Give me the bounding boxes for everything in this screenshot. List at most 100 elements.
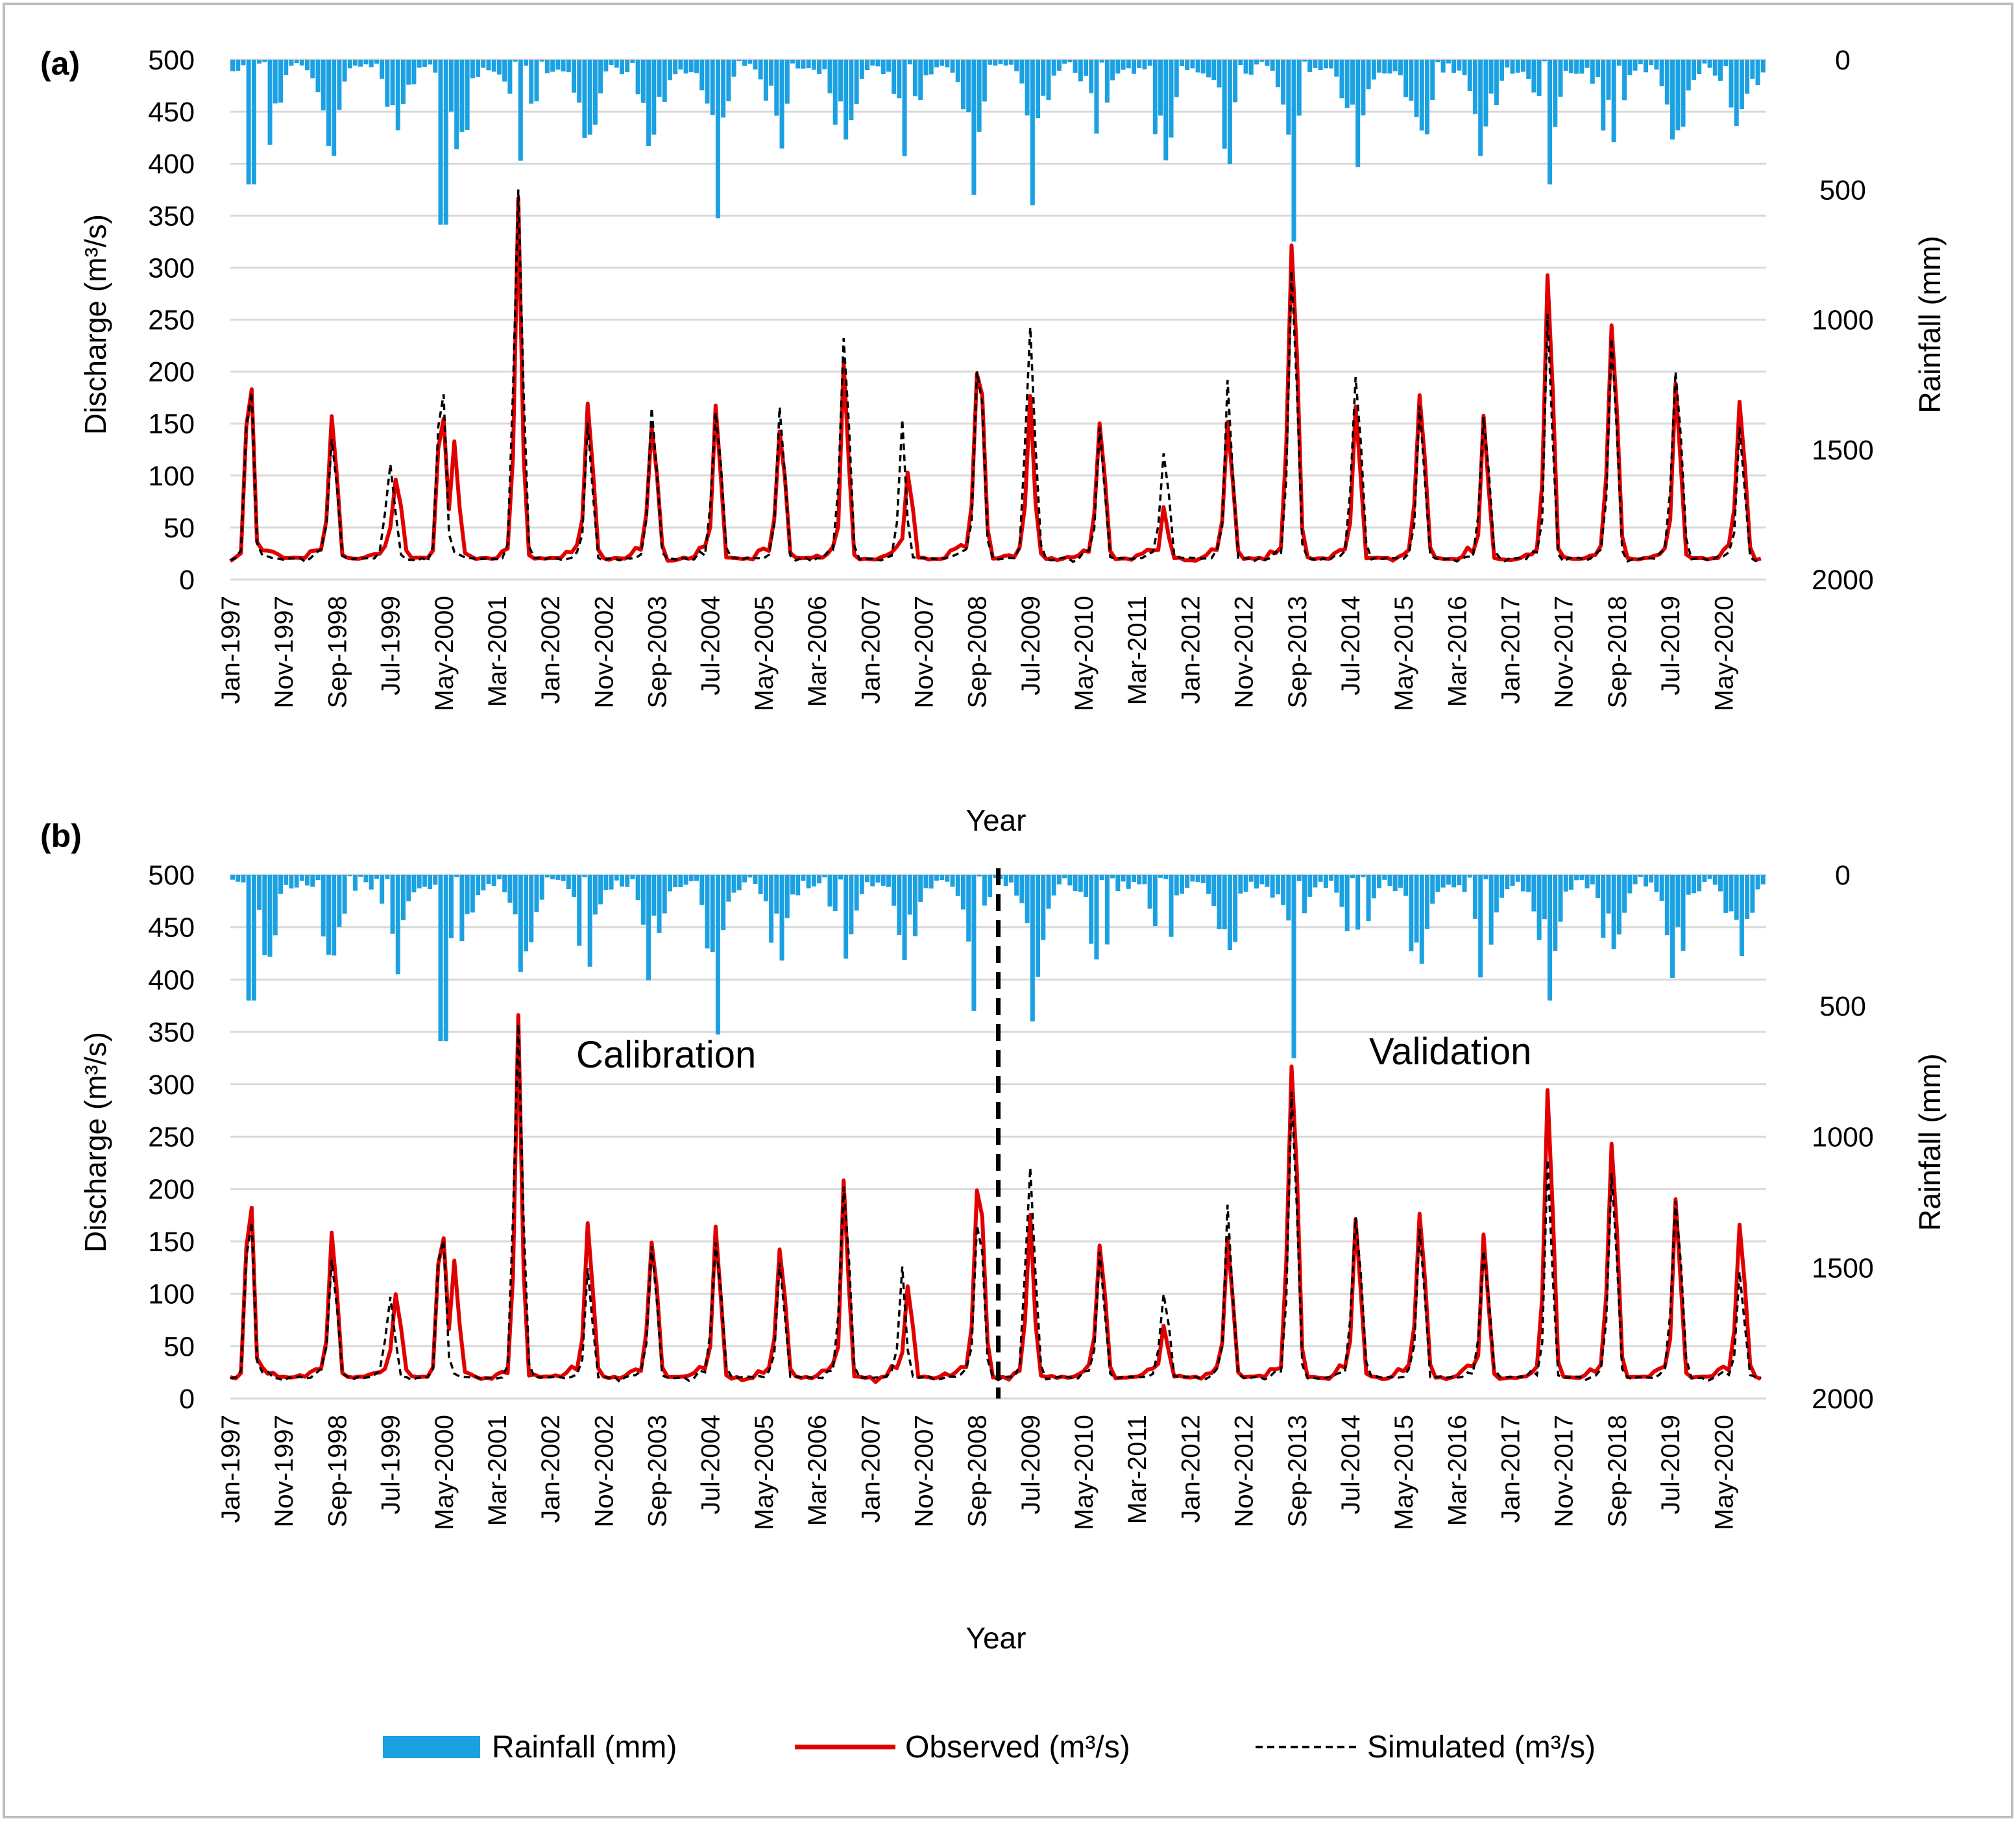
- rainfall-bar: [459, 60, 465, 132]
- rainfall-bar: [1686, 875, 1691, 895]
- rainfall-bar: [1382, 60, 1387, 74]
- rainfall-bar: [369, 875, 374, 890]
- rainfall-bar: [1313, 60, 1318, 68]
- rainfall-bar: [299, 60, 304, 66]
- rainfall-bar: [614, 875, 619, 881]
- x-tick-label: May-2015: [1390, 1415, 1418, 1530]
- rainfall-bar: [966, 875, 971, 942]
- rainfall-bar: [448, 60, 454, 112]
- rainfall-bar: [267, 875, 273, 957]
- rainfall-bar: [411, 60, 417, 84]
- rainfall-bar: [1089, 60, 1094, 93]
- rainfall-bar: [1446, 60, 1451, 64]
- rainfall-bar: [1126, 60, 1131, 69]
- rainfall-bar: [1233, 875, 1238, 942]
- rainfall-bar: [1169, 60, 1174, 138]
- panel-a: (a) 0 50 100 150 200 250 300 350 400 450 500 0 500 1…: [40, 45, 1947, 837]
- rainfall-bar: [326, 60, 331, 146]
- rainfall-bar: [1734, 875, 1739, 920]
- rainfall-bar: [337, 875, 342, 927]
- rainfall-bar: [844, 875, 849, 959]
- rainfall-bar: [1302, 875, 1307, 914]
- rainfall-bar: [1691, 60, 1696, 80]
- rainfall-bar: [1329, 60, 1334, 69]
- validation-annotation: Validation: [1369, 1031, 1531, 1073]
- x-tick-label: Jul-2004: [697, 1415, 725, 1514]
- rainfall-bar: [955, 875, 960, 896]
- rainfall-bar: [572, 875, 577, 898]
- rainfall-bar: [236, 60, 241, 71]
- rainfall-bar: [555, 875, 561, 880]
- rainfall-bar: [1702, 875, 1707, 882]
- rainfall-bar: [1760, 60, 1766, 73]
- y2-tick-label: 500: [1819, 175, 1866, 206]
- rainfall-bar: [326, 875, 331, 955]
- panel-a-y2-ticks: 0 500 1000 1500 2000: [1812, 45, 1874, 596]
- rainfall-bar: [1371, 875, 1376, 899]
- rainfall-bar: [865, 875, 870, 883]
- rainfall-bar: [646, 875, 651, 981]
- rainfall-bar: [1627, 60, 1633, 76]
- rainfall-bar: [1056, 60, 1062, 71]
- rainfall-bar: [374, 60, 379, 64]
- rainfall-bar: [1520, 875, 1525, 892]
- rainfall-bar: [817, 60, 822, 75]
- rainfall-bar: [1051, 60, 1056, 76]
- rainfall-bar: [1478, 875, 1483, 978]
- rainfall-bar: [1435, 60, 1440, 63]
- rainfall-bar: [875, 60, 880, 67]
- rainfall-bar: [1259, 60, 1265, 62]
- rainfall-bar: [380, 875, 385, 904]
- x-tick-label: Jan-1997: [217, 596, 245, 704]
- rainfall-bar: [859, 875, 864, 894]
- rainfall-bar: [257, 60, 262, 64]
- rainfall-bar: [502, 875, 507, 892]
- rainfall-bar: [811, 875, 816, 886]
- rainfall-bar: [859, 60, 864, 79]
- rainfall-bar: [305, 875, 310, 886]
- rainfall-bar: [806, 60, 811, 69]
- rainfall-bar: [1606, 60, 1611, 100]
- rainfall-bar: [1526, 60, 1531, 79]
- x-tick-label: Nov-1997: [270, 596, 298, 708]
- rainfall-bar: [1067, 60, 1073, 63]
- rainfall-bar: [1227, 60, 1232, 164]
- rainfall-bar: [1568, 60, 1573, 73]
- rainfall-bar: [1084, 875, 1089, 898]
- rainfall-bar: [1036, 60, 1041, 119]
- rainfall-bar: [428, 875, 433, 890]
- y-tick-label: 250: [148, 1122, 195, 1153]
- rainfall-bar: [438, 60, 443, 225]
- rainfall-bar: [934, 60, 939, 67]
- rainfall-bar: [390, 60, 395, 106]
- rainfall-bar: [603, 875, 609, 890]
- rainfall-bar: [625, 60, 630, 73]
- panel-a-y-ticks: 0 50 100 150 200 250 300 350 400 450 500: [148, 45, 195, 596]
- rainfall-bar: [1392, 60, 1398, 71]
- rainfall-bar: [998, 875, 1003, 879]
- rainfall-bar: [1515, 875, 1520, 882]
- rainfall-bar: [1281, 60, 1286, 105]
- x-tick-label: Sep-2013: [1283, 596, 1312, 708]
- rainfall-bar: [363, 60, 369, 65]
- rainfall-bar: [993, 875, 998, 879]
- rainfall-bar: [1755, 60, 1760, 86]
- rainfall-bar: [1707, 875, 1712, 879]
- rainfall-bar: [1008, 60, 1014, 65]
- rainfall-bar: [1675, 60, 1681, 130]
- rainfall-bar: [1126, 875, 1131, 889]
- rainfall-bar: [544, 60, 550, 73]
- y-tick-label: 50: [164, 1331, 195, 1362]
- rainfall-bar: [667, 60, 672, 80]
- rainfall-bar: [385, 875, 390, 879]
- rainfall-bar: [1745, 875, 1750, 920]
- rainfall-bar: [459, 875, 465, 942]
- rainfall-bar: [1430, 875, 1435, 904]
- simulated-line: [230, 1024, 1762, 1384]
- y-tick-label: 500: [148, 45, 195, 76]
- rainfall-bar: [1137, 875, 1142, 885]
- rainfall-bar: [635, 875, 640, 900]
- rainfall-bar: [1681, 60, 1686, 127]
- rainfall-bar: [1190, 875, 1195, 882]
- rainfall-bar: [1073, 60, 1078, 73]
